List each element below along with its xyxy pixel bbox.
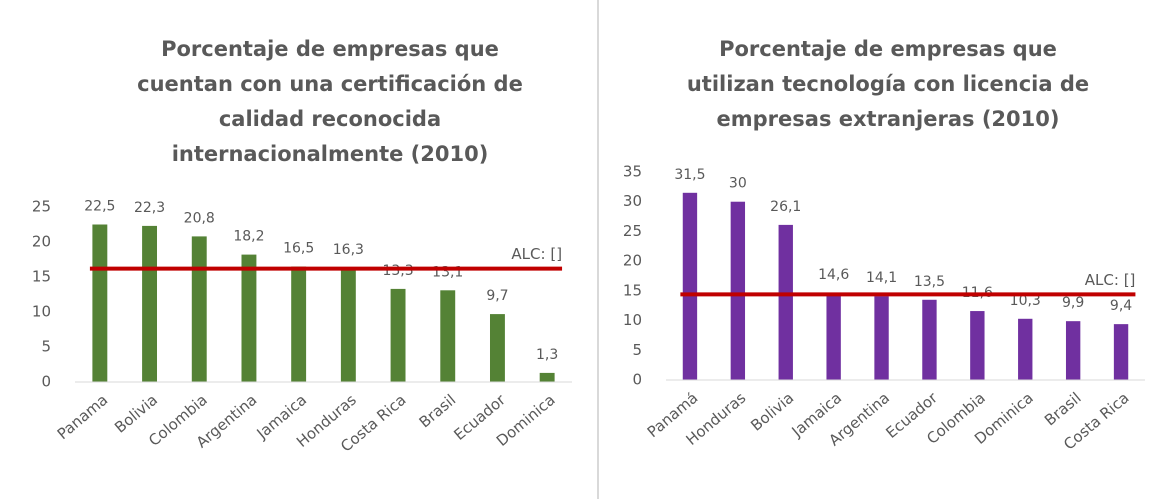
y-tick-label: 10 [32, 303, 51, 321]
bar [922, 299, 937, 380]
reference-label: ALC: [] [1085, 271, 1136, 289]
bar [1065, 321, 1081, 380]
bar [92, 224, 108, 382]
value-label: 14,1 [866, 270, 897, 286]
value-label: 16,5 [283, 241, 314, 257]
value-label: 30 [729, 176, 747, 192]
bar [142, 225, 158, 382]
y-tick-label: 0 [41, 373, 51, 391]
chart-title: empresas extranjeras (2010) [717, 107, 1060, 131]
value-label: 16,3 [333, 242, 364, 258]
value-label: 31,5 [674, 167, 705, 183]
chart-title: Porcentaje de empresas que [719, 37, 1057, 61]
bar [241, 254, 257, 382]
chart-title: Porcentaje de empresas que [161, 37, 499, 61]
y-tick-label: 30 [623, 192, 642, 210]
value-label: 9,9 [1062, 295, 1084, 311]
bar [730, 201, 746, 380]
y-tick-label: 15 [623, 281, 642, 299]
chart-title: cuentan con una certificación de [137, 72, 523, 96]
bar [874, 296, 889, 380]
y-tick-label: 0 [632, 371, 642, 389]
value-label: 20,8 [184, 210, 215, 226]
value-label: 22,3 [134, 200, 165, 216]
bar [1113, 324, 1129, 380]
value-label: 18,2 [233, 229, 264, 245]
bar [191, 236, 207, 382]
value-label: 1,3 [536, 347, 558, 363]
y-tick-label: 35 [623, 163, 642, 181]
reference-label: ALC: [] [511, 245, 562, 263]
bar [489, 314, 505, 382]
bar [826, 293, 841, 380]
value-label: 9,7 [486, 288, 508, 304]
bar [291, 266, 307, 382]
value-label: 13,5 [914, 274, 945, 290]
bar [970, 311, 985, 380]
bar [1018, 318, 1033, 380]
bar [440, 290, 456, 382]
y-tick-label: 5 [41, 338, 51, 356]
chart-title: utilizan tecnología con licencia de [687, 72, 1089, 96]
value-label: 26,1 [770, 199, 801, 215]
y-tick-label: 10 [623, 311, 642, 329]
y-tick-label: 5 [632, 341, 642, 359]
chart-title: calidad reconocida [219, 107, 441, 131]
chart-title: internacionalmente (2010) [172, 142, 489, 166]
bar [390, 288, 406, 382]
y-tick-label: 25 [32, 198, 51, 216]
bar [340, 267, 356, 382]
bar [682, 192, 698, 380]
bar [539, 372, 555, 382]
value-label: 10,3 [1010, 293, 1041, 309]
y-tick-label: 15 [32, 268, 51, 286]
y-tick-label: 20 [623, 252, 642, 270]
y-tick-label: 20 [32, 233, 51, 251]
bar [778, 224, 793, 380]
value-label: 9,4 [1110, 298, 1132, 314]
y-tick-label: 25 [623, 222, 642, 240]
value-label: 14,6 [818, 267, 849, 283]
value-label: 13,3 [382, 263, 413, 279]
value-label: 22,5 [84, 199, 115, 215]
